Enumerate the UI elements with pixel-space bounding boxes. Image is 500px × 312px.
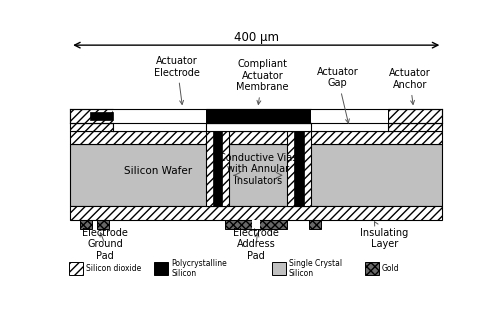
Bar bbox=[365, 262, 378, 275]
Bar bbox=[154, 262, 168, 275]
Text: 400 μm: 400 μm bbox=[234, 32, 279, 44]
Bar bbox=[287, 131, 310, 206]
Bar bbox=[213, 131, 222, 206]
Text: Actuator
Electrode: Actuator Electrode bbox=[154, 56, 200, 105]
Text: Gold: Gold bbox=[382, 264, 400, 273]
Text: Electrode
Address
Pad: Electrode Address Pad bbox=[234, 228, 279, 261]
Bar bbox=[70, 123, 113, 131]
Bar bbox=[96, 220, 109, 229]
Bar bbox=[113, 109, 206, 123]
Bar bbox=[309, 220, 322, 229]
Bar bbox=[70, 109, 113, 123]
Bar bbox=[70, 131, 442, 144]
Bar bbox=[113, 123, 388, 131]
Text: Actuator
Anchor: Actuator Anchor bbox=[389, 68, 430, 105]
Bar bbox=[206, 109, 310, 123]
Text: Compliant
Actuator
Membrane: Compliant Actuator Membrane bbox=[236, 59, 288, 105]
Bar bbox=[388, 109, 442, 123]
Text: Electrode
Ground
Pad: Electrode Ground Pad bbox=[82, 228, 128, 261]
Bar bbox=[225, 220, 287, 229]
Text: Actuator
Gap: Actuator Gap bbox=[317, 67, 358, 123]
Text: Polycrystalline
Silicon: Polycrystalline Silicon bbox=[171, 259, 227, 278]
Bar bbox=[272, 262, 285, 275]
Text: Conductive Vias
with Annular
Insulators: Conductive Vias with Annular Insulators bbox=[218, 153, 297, 186]
Text: Silicon Wafer: Silicon Wafer bbox=[124, 166, 192, 176]
Bar bbox=[68, 262, 82, 275]
Bar bbox=[310, 109, 388, 123]
Bar bbox=[70, 144, 442, 206]
Bar bbox=[90, 112, 113, 120]
Text: Silicon dioxide: Silicon dioxide bbox=[86, 264, 141, 273]
Bar bbox=[70, 206, 442, 220]
Bar bbox=[294, 131, 304, 206]
Text: Insulating
Layer: Insulating Layer bbox=[360, 222, 408, 249]
Bar bbox=[388, 123, 442, 131]
Bar bbox=[80, 220, 92, 229]
Bar bbox=[252, 220, 260, 229]
Text: Single Crystal
Silicon: Single Crystal Silicon bbox=[289, 259, 342, 278]
Bar bbox=[206, 131, 229, 206]
